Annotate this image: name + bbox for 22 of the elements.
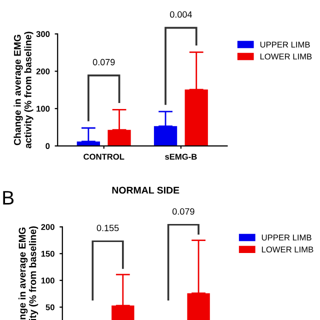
y-tick-label: 150 — [41, 250, 54, 257]
y-tick-label: 200 — [41, 224, 54, 230]
legend-label: LOWER LIMB — [260, 54, 312, 60]
annotation: 0.079 — [92, 58, 115, 66]
y-tick-label: 0 — [46, 143, 50, 150]
legend-label: UPPER LIMB — [260, 42, 310, 48]
legend-label: UPPER LIMB — [262, 234, 312, 240]
y-tick-label: 100 — [36, 106, 50, 112]
y-tick-label: 200 — [36, 68, 50, 74]
legend-label: LOWER LIMB — [262, 246, 314, 252]
x-tick-label: sEMG-B — [165, 154, 197, 160]
text: 0.079 — [172, 208, 194, 215]
y-tick-label: 100 — [41, 278, 54, 284]
y-axis-title: Change in average EMG activity (% from baseline) — [14, 32, 34, 148]
annotation: 0.155 — [96, 224, 119, 232]
y-axis-title: nge in average EMG ity (% from baseline) — [18, 226, 38, 320]
chart-title: NORMAL SIDE — [112, 186, 180, 194]
y-tick-label: 300 — [36, 31, 50, 38]
x-tick-label: CONTROL — [84, 154, 124, 160]
y-tick-label: 50 — [46, 304, 54, 310]
text: B — [3, 191, 14, 204]
text: 0.004 — [170, 11, 192, 18]
